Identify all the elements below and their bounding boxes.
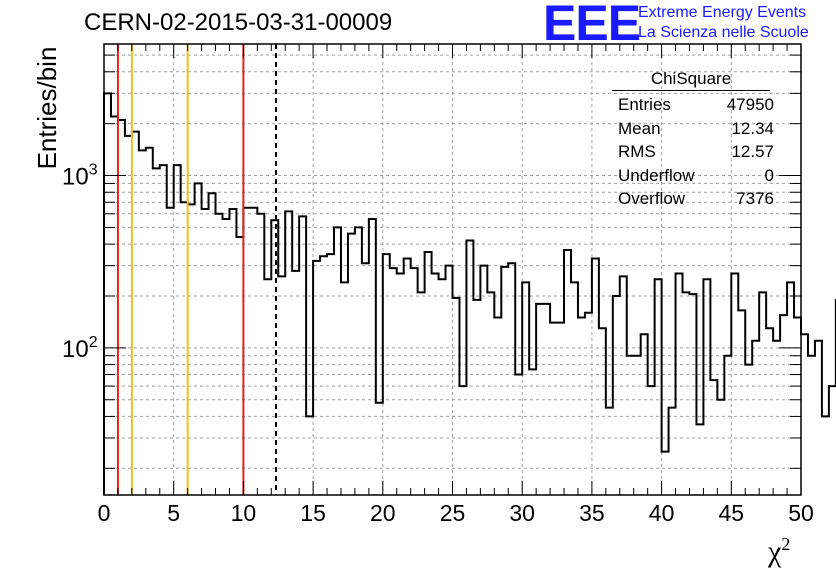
eee-logo: EEE — [543, 0, 641, 51]
y-tick-label-base: 10 — [62, 336, 89, 363]
x-tick-label: 40 — [649, 500, 675, 526]
y-tick-label-base: 10 — [62, 164, 89, 191]
stats-value: 47950 — [726, 95, 774, 114]
stats-value: 12.57 — [731, 142, 774, 161]
stats-label: RMS — [618, 142, 656, 161]
x-tick-label: 10 — [231, 500, 257, 526]
y-tick-label: 102 — [62, 334, 98, 363]
stats-value: 12.34 — [731, 118, 774, 138]
x-axis-label-sup: 2 — [781, 534, 791, 554]
x-tick-label: 15 — [300, 500, 326, 526]
x-tick-label: 30 — [509, 500, 535, 526]
stats-label: Mean — [618, 118, 661, 138]
stats-label: Underflow — [618, 165, 695, 185]
stats-row: RMS 12.57 — [612, 140, 776, 164]
stats-value: 7376 — [736, 189, 774, 208]
stats-row: Underflow 0 — [612, 164, 776, 188]
stats-box: ChiSquare Entries 47950 Mean 12.34 RMS 12.5… — [612, 67, 776, 211]
logo-line-2: La Scienza nelle Scuole — [638, 24, 809, 41]
x-tick-label: 25 — [440, 500, 466, 526]
x-tick-label: 20 — [370, 500, 396, 526]
histogram-series — [103, 92, 836, 495]
y-axis-label: Entries/bin — [32, 46, 62, 170]
stats-row: Entries 47950 — [612, 93, 776, 117]
stats-row: Overflow 7376 — [612, 187, 776, 211]
stats-value: 0 — [764, 165, 774, 185]
x-axis-label-base: χ — [768, 535, 782, 568]
stats-title: ChiSquare — [612, 67, 770, 91]
logo-line-1: Extreme Energy Events — [638, 4, 807, 21]
x-tick-label: 45 — [719, 500, 745, 526]
eee-logo-caption: Extreme Energy Events La Scienza nelle S… — [638, 3, 809, 43]
x-axis-label: χ2 — [768, 534, 790, 569]
stats-row: Mean 12.34 — [612, 117, 776, 141]
x-tick-label: 35 — [579, 500, 605, 526]
x-tick-label: 5 — [167, 500, 180, 526]
x-tick-label: 50 — [788, 500, 814, 526]
stats-label: Entries — [618, 95, 671, 114]
y-tick-label: 103 — [62, 162, 98, 191]
x-tick-label: 0 — [98, 500, 111, 526]
chart-title: CERN-02-2015-03-31-00009 — [84, 9, 393, 36]
y-tick-label-exp: 2 — [89, 334, 98, 351]
y-tick-label-exp: 3 — [89, 162, 98, 179]
stats-label: Overflow — [618, 189, 686, 208]
